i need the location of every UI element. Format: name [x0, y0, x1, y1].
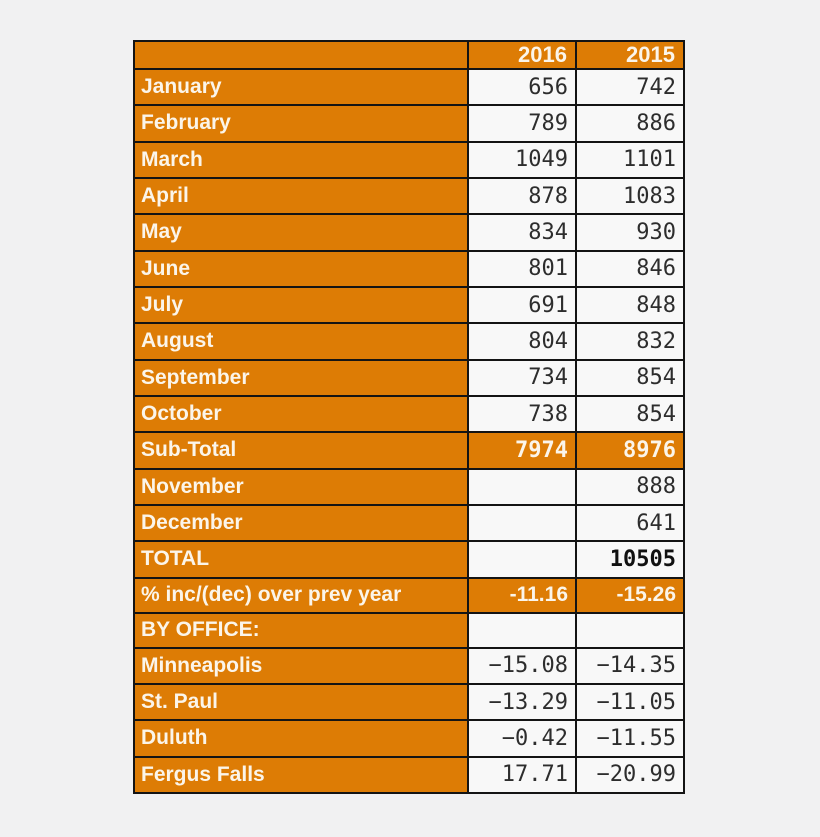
row-label: TOTAL: [133, 540, 469, 579]
annual-comparison-table: 2016 2015 January 656 742 February 789 8…: [133, 40, 685, 795]
table-row: October 738 854: [133, 394, 685, 434]
row-label: May: [133, 213, 469, 252]
cell-2016: 656: [467, 67, 577, 107]
cell-2016: 7974: [467, 431, 577, 470]
table-body: January 656 742 February 789 886 March 1…: [133, 67, 685, 795]
table-row: Sub-Total 7974 8976: [133, 431, 685, 470]
cell-2016: 734: [467, 358, 577, 397]
cell-2015: 848: [575, 285, 685, 325]
row-label: St. Paul: [133, 682, 469, 722]
cell-2016: 738: [467, 394, 577, 434]
cell-2015: −20.99: [575, 755, 685, 795]
cell-2016: 17.71: [467, 755, 577, 795]
header-year-2015: 2015: [575, 40, 685, 70]
header-label-cell: [133, 40, 469, 70]
cell-2016: −15.08: [467, 646, 577, 685]
cell-2016: −0.42: [467, 719, 577, 758]
cell-2015: 641: [575, 503, 685, 543]
row-label: December: [133, 503, 469, 543]
table-row: December 641: [133, 503, 685, 543]
table-row: Minneapolis −15.08 −14.35: [133, 646, 685, 685]
row-label: % inc/(dec) over prev year: [133, 576, 469, 614]
row-label: Sub-Total: [133, 431, 469, 470]
cell-2015: 8976: [575, 431, 685, 470]
cell-2015: -15.26: [575, 576, 685, 614]
table-row: Duluth −0.42 −11.55: [133, 719, 685, 758]
row-label: March: [133, 140, 469, 179]
table-row: July 691 848: [133, 285, 685, 325]
cell-2016: −13.29: [467, 682, 577, 722]
cell-2016: [467, 467, 577, 506]
row-label: February: [133, 104, 469, 143]
table-row: January 656 742: [133, 67, 685, 107]
cell-2015: −11.05: [575, 682, 685, 722]
table-row: August 804 832: [133, 322, 685, 361]
table-row: November 888: [133, 467, 685, 506]
row-label: July: [133, 285, 469, 325]
cell-2015: 1101: [575, 140, 685, 179]
row-label: November: [133, 467, 469, 506]
row-label: Minneapolis: [133, 646, 469, 685]
cell-2015: −14.35: [575, 646, 685, 685]
cell-2016: 878: [467, 176, 577, 216]
table-row: St. Paul −13.29 −11.05: [133, 682, 685, 722]
row-label: Duluth: [133, 719, 469, 758]
header-year-2016: 2016: [467, 40, 577, 70]
table-row: May 834 930: [133, 213, 685, 252]
cell-2015: −11.55: [575, 719, 685, 758]
table-row: September 734 854: [133, 358, 685, 397]
cell-2015: [575, 611, 685, 649]
cell-2015: 742: [575, 67, 685, 107]
cell-2016: 691: [467, 285, 577, 325]
table-row: February 789 886: [133, 104, 685, 143]
row-label: April: [133, 176, 469, 216]
cell-2015: 854: [575, 394, 685, 434]
cell-2016: 801: [467, 249, 577, 288]
cell-2016: 1049: [467, 140, 577, 179]
row-label: June: [133, 249, 469, 288]
header-row: 2016 2015: [133, 40, 685, 70]
row-label: Fergus Falls: [133, 755, 469, 795]
cell-2016: 789: [467, 104, 577, 143]
cell-2016: [467, 503, 577, 543]
table-row: TOTAL 10505: [133, 540, 685, 579]
table-header: 2016 2015: [133, 40, 685, 70]
cell-2015: 930: [575, 213, 685, 252]
cell-2016: 834: [467, 213, 577, 252]
cell-2016: -11.16: [467, 576, 577, 614]
cell-2015: 886: [575, 104, 685, 143]
row-label: January: [133, 67, 469, 107]
cell-2016: [467, 540, 577, 579]
cell-2015: 1083: [575, 176, 685, 216]
cell-2015: 846: [575, 249, 685, 288]
row-label: September: [133, 358, 469, 397]
cell-2015: 888: [575, 467, 685, 506]
cell-2016: 804: [467, 322, 577, 361]
cell-2015: 832: [575, 322, 685, 361]
cell-2015: 854: [575, 358, 685, 397]
row-label: BY OFFICE:: [133, 611, 469, 649]
row-label: October: [133, 394, 469, 434]
row-label: August: [133, 322, 469, 361]
table-row: % inc/(dec) over prev year -11.16 -15.26: [133, 576, 685, 614]
table-row: June 801 846: [133, 249, 685, 288]
cell-2015: 10505: [575, 540, 685, 579]
table-row: Fergus Falls 17.71 −20.99: [133, 755, 685, 795]
table-row: April 878 1083: [133, 176, 685, 216]
table-row: March 1049 1101: [133, 140, 685, 179]
table-row: BY OFFICE:: [133, 611, 685, 649]
cell-2016: [467, 611, 577, 649]
